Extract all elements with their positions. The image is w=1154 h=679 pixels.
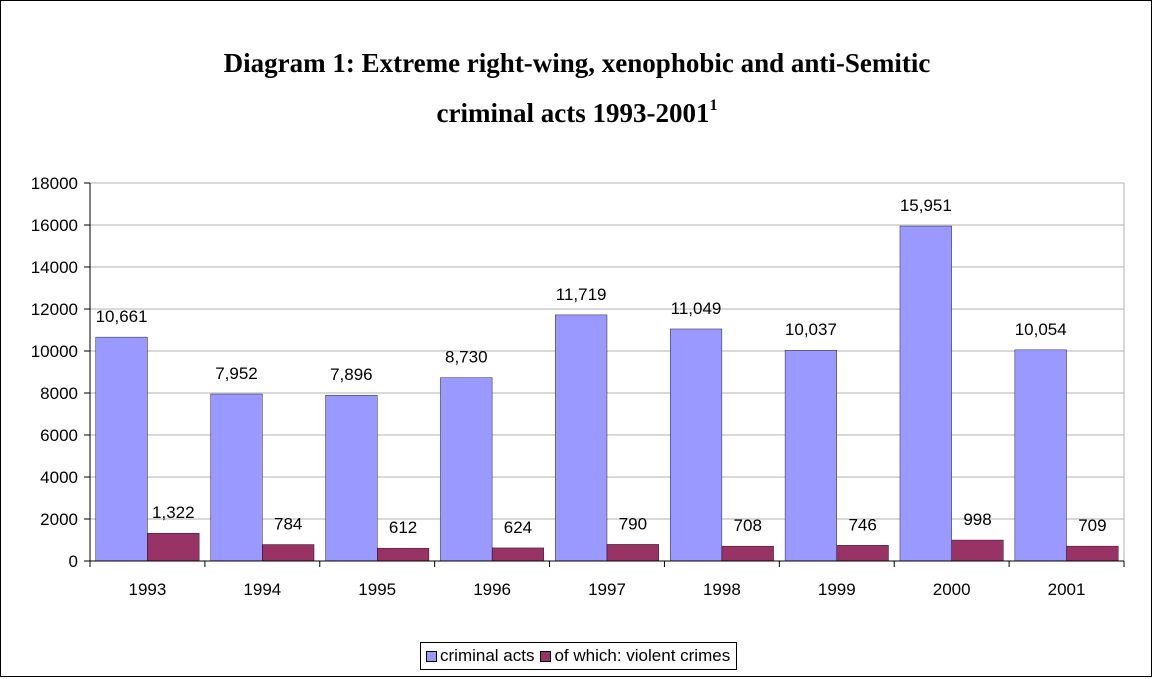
y-tick-label-10000: 10000 xyxy=(31,342,78,361)
bar-violent-crimes-1998 xyxy=(721,545,774,562)
bar-criminal-acts-1995 xyxy=(325,394,378,562)
y-tick-label-0: 0 xyxy=(69,552,78,571)
x-tick-label-1993: 1993 xyxy=(129,580,167,599)
bar-violent-crimes-2000 xyxy=(951,539,1004,562)
legend: criminal acts of which: violent crimes xyxy=(420,642,738,670)
data-label-violent-crimes-1998: 708 xyxy=(734,516,762,535)
y-tick-label-14000: 14000 xyxy=(31,258,78,277)
x-tick-label-1998: 1998 xyxy=(703,580,741,599)
chart-title-footnote: 1 xyxy=(709,97,718,114)
data-label-criminal-acts-1994: 7,952 xyxy=(215,364,258,383)
chart-title-line-2: criminal acts 1993-20011 xyxy=(0,88,1154,138)
data-label-violent-crimes-1997: 790 xyxy=(619,514,647,533)
bar-criminal-acts-2000 xyxy=(899,225,952,562)
legend-label-criminal-acts: criminal acts xyxy=(440,646,535,665)
data-label-violent-crimes-1994: 784 xyxy=(274,515,302,534)
legend-item-violent-crimes: of which: violent crimes xyxy=(540,646,730,666)
y-tick-label-2000: 2000 xyxy=(40,510,78,529)
bar-violent-crimes-1994 xyxy=(262,544,315,562)
data-label-criminal-acts-2000: 15,951 xyxy=(900,196,952,215)
y-tick-label-16000: 16000 xyxy=(31,216,78,235)
x-tick-label-2001: 2001 xyxy=(1048,580,1086,599)
chart-title-line-2-text: criminal acts 1993-2001 xyxy=(436,98,710,128)
data-label-violent-crimes-1999: 746 xyxy=(848,515,876,534)
y-tick-label-8000: 8000 xyxy=(40,384,78,403)
legend-label-violent-crimes: of which: violent crimes xyxy=(554,646,731,665)
data-label-violent-crimes-1993: 1,322 xyxy=(152,503,195,522)
data-label-criminal-acts-1997: 11,719 xyxy=(556,285,607,304)
data-label-violent-crimes-2001: 709 xyxy=(1078,516,1106,535)
legend-swatch-violent-crimes xyxy=(540,650,552,662)
data-label-criminal-acts-1998: 11,049 xyxy=(671,299,722,318)
data-label-criminal-acts-1996: 8,730 xyxy=(445,348,488,367)
bar-criminal-acts-1997 xyxy=(555,314,608,562)
x-tick-label-1997: 1997 xyxy=(588,580,626,599)
bar-criminal-acts-1996 xyxy=(440,377,493,562)
x-tick-label-1994: 1994 xyxy=(243,580,281,599)
bar-violent-crimes-2001 xyxy=(1066,545,1119,562)
data-label-criminal-acts-1999: 10,037 xyxy=(785,320,837,339)
y-tick-label-18000: 18000 xyxy=(31,174,78,193)
legend-swatch-criminal-acts xyxy=(426,650,437,662)
data-label-violent-crimes-2000: 998 xyxy=(963,510,991,529)
bar-criminal-acts-1993 xyxy=(95,336,148,562)
x-tick-label-1999: 1999 xyxy=(818,580,856,599)
chart-title: Diagram 1: Extreme right-wing, xenophobi… xyxy=(0,38,1154,138)
data-label-violent-crimes-1996: 624 xyxy=(504,518,532,537)
legend-item-criminal-acts: criminal acts xyxy=(426,646,534,666)
bar-violent-crimes-1997 xyxy=(606,544,659,562)
x-tick-label-2000: 2000 xyxy=(933,580,971,599)
bar-violent-crimes-1999 xyxy=(836,545,889,562)
x-tick-label-1996: 1996 xyxy=(473,580,511,599)
y-tick-label-6000: 6000 xyxy=(40,426,78,445)
x-tick-label-1995: 1995 xyxy=(358,580,396,599)
data-label-criminal-acts-2001: 10,054 xyxy=(1015,320,1067,339)
bar-violent-crimes-1993 xyxy=(147,533,200,562)
data-label-violent-crimes-1995: 612 xyxy=(389,518,417,537)
y-tick-label-12000: 12000 xyxy=(31,300,78,319)
bar-violent-crimes-1996 xyxy=(491,547,545,562)
y-tick-label-4000: 4000 xyxy=(40,468,78,487)
bar-criminal-acts-1998 xyxy=(669,328,723,562)
data-label-criminal-acts-1995: 7,896 xyxy=(330,365,373,384)
bar-violent-crimes-1995 xyxy=(377,547,430,562)
bar-criminal-acts-1999 xyxy=(784,350,837,562)
bar-criminal-acts-2001 xyxy=(1014,349,1067,562)
chart-title-line-1: Diagram 1: Extreme right-wing, xenophobi… xyxy=(223,48,931,78)
bar-criminal-acts-1994 xyxy=(210,393,263,562)
data-label-criminal-acts-1993: 10,661 xyxy=(96,307,148,326)
